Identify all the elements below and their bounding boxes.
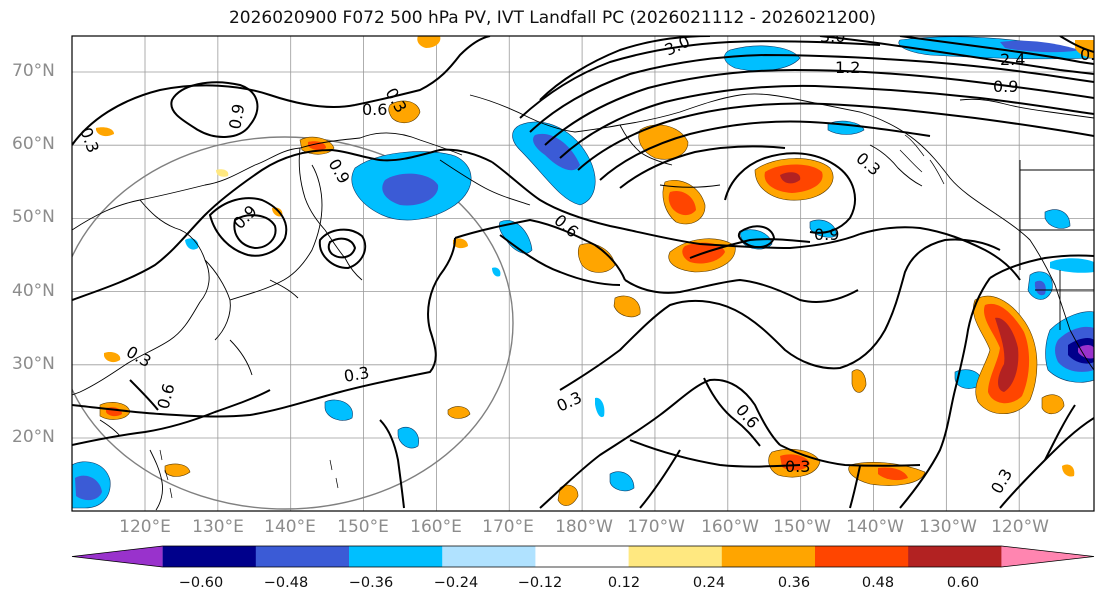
lat-label: 50°N xyxy=(12,207,55,227)
coast-detail xyxy=(159,134,945,499)
colorbar-segment xyxy=(442,546,536,567)
colorbar-segment xyxy=(815,546,909,567)
colorbar-tick: 0.12 xyxy=(607,575,641,591)
contour-label: 2.4 xyxy=(1000,50,1025,69)
lon-label: 170°E xyxy=(482,517,534,537)
lon-label: 140°E xyxy=(264,517,316,537)
colorbar-tick: 0.36 xyxy=(777,575,811,591)
lon-label: 160°W xyxy=(701,517,759,537)
colorbar-segment xyxy=(162,546,257,567)
colorbar-tick: −0.48 xyxy=(263,575,309,591)
contour-label: 0.9 xyxy=(993,77,1018,96)
contour-label: 0.9 xyxy=(225,102,248,130)
lat-label: 60°N xyxy=(12,134,55,154)
map-frame xyxy=(71,35,1095,512)
colorbar-segment xyxy=(721,546,816,567)
contour-label: 0.6 xyxy=(362,100,387,119)
contour-label: 0.9 xyxy=(814,225,839,244)
lon-label: 180°W xyxy=(555,517,613,537)
contour-label: 3.0 xyxy=(820,27,845,46)
colorbar-extend-high xyxy=(1001,546,1094,567)
colorbar-tick: 0.24 xyxy=(692,575,726,591)
range-circle xyxy=(72,136,514,510)
lon-label: 130°E xyxy=(192,517,244,537)
lon-label: 120°E xyxy=(119,517,171,537)
lat-label: 20°N xyxy=(12,427,55,447)
lon-label: 120°W xyxy=(991,517,1049,537)
contour-label: 0.3 xyxy=(342,363,370,386)
colorbar xyxy=(71,545,1095,568)
lon-label: 150°E xyxy=(337,517,389,537)
lon-label: 150°W xyxy=(773,517,831,537)
colorbar-tick: −0.36 xyxy=(348,575,394,591)
colorbar-tick: −0.24 xyxy=(433,575,479,591)
lat-label: 70°N xyxy=(12,61,55,81)
negative-anomaly-shading xyxy=(72,36,1094,509)
lon-label: 160°E xyxy=(410,517,462,537)
contour-label: 0.3 xyxy=(785,457,810,476)
colorbar-segment xyxy=(628,546,723,567)
lat-label: 30°N xyxy=(12,354,55,374)
colorbar-segment xyxy=(349,546,443,567)
lat-label: 40°N xyxy=(12,281,55,301)
contour-label: 0.3 xyxy=(1080,45,1105,64)
colorbar-extend-low xyxy=(72,546,163,567)
colorbar-segment xyxy=(908,546,1002,567)
lon-label: 140°W xyxy=(846,517,904,537)
colorbar-tick: 0.48 xyxy=(861,575,895,591)
colorbar-outline xyxy=(71,545,1095,568)
colorbar-tick: −0.60 xyxy=(178,575,224,591)
pv-contours xyxy=(72,36,1094,509)
colorbar-segment xyxy=(535,546,630,567)
map-plot-area: 3.0 3.0 1.2 2.4 0.9 0.3 0.6 0.9 0.3 0.9 … xyxy=(72,27,1105,511)
lon-label: 130°W xyxy=(919,517,977,537)
colorbar-tick: −0.12 xyxy=(517,575,563,591)
map-title: 2026020900 F072 500 hPa PV, IVT Landfall… xyxy=(228,8,876,28)
colorbar-tick: 0.60 xyxy=(946,575,980,591)
positive-anomaly-shading xyxy=(96,36,1094,506)
colorbar-segment xyxy=(255,546,350,567)
contour-label: 1.2 xyxy=(835,58,860,77)
lon-label: 170°W xyxy=(627,517,685,537)
